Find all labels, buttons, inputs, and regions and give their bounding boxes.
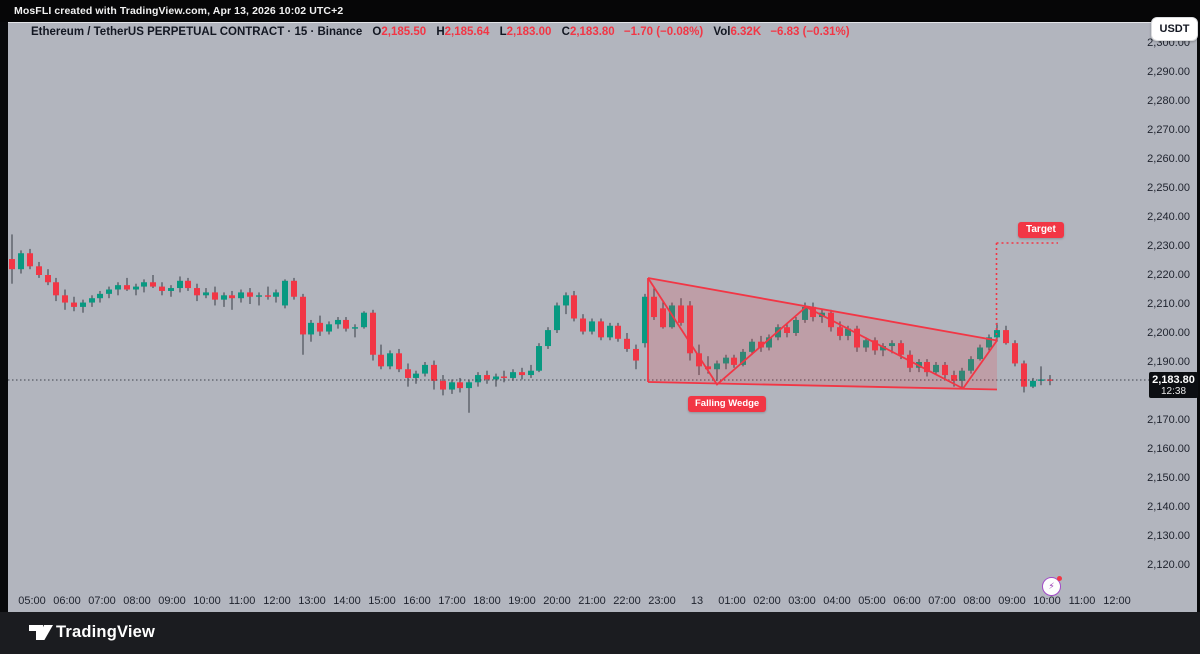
price-axis-label: 2,260.00 xyxy=(1147,153,1190,165)
time-axis-label: 09:00 xyxy=(158,595,186,607)
price-axis-label: 2,220.00 xyxy=(1147,269,1190,281)
tradingview-wordmark[interactable]: TradingView xyxy=(56,623,156,641)
volume-change: −6.83 (−0.31%) xyxy=(770,26,850,38)
high-value: 2,185.64 xyxy=(444,26,490,38)
time-axis-label: 08:00 xyxy=(123,595,151,607)
time-axis-label: 11:00 xyxy=(228,595,256,607)
price-axis-label: 2,150.00 xyxy=(1147,472,1190,484)
time-axis-label: 04:00 xyxy=(823,595,851,607)
footer-bar: TradingView xyxy=(0,612,1200,654)
price-axis-label: 2,170.00 xyxy=(1147,414,1190,426)
time-axis-label: 05:00 xyxy=(858,595,886,607)
price-axis-label: 2,240.00 xyxy=(1147,211,1190,223)
high-label: H xyxy=(436,26,445,38)
time-axis-label: 10:00 xyxy=(193,595,221,607)
tradingview-logo-icon[interactable] xyxy=(28,624,54,646)
time-axis-label: 22:00 xyxy=(613,595,641,607)
chart-area[interactable] xyxy=(8,22,1197,612)
volume-label: Vol xyxy=(713,26,731,38)
attribution-bar: MosFLI created with TradingView.com, Apr… xyxy=(0,0,1200,22)
current-price-label: 2,183.80 12:38 xyxy=(1149,372,1198,398)
time-axis-label: 02:00 xyxy=(753,595,781,607)
time-axis-label: 07:00 xyxy=(88,595,116,607)
open-label: O xyxy=(372,26,382,38)
time-axis-label: 16:00 xyxy=(403,595,431,607)
spark-icon[interactable]: ⚡ xyxy=(1042,576,1062,596)
candlestick-plot[interactable] xyxy=(8,23,1197,612)
close-label: C xyxy=(561,26,570,38)
time-axis-label: 12:00 xyxy=(1103,595,1131,607)
time-axis-label: 21:00 xyxy=(578,595,606,607)
target-label[interactable]: Target xyxy=(1018,222,1064,238)
time-axis-label: 09:00 xyxy=(998,595,1026,607)
symbol-title[interactable]: Ethereum / TetherUS PERPETUAL CONTRACT ·… xyxy=(31,26,363,38)
time-axis-label: 01:00 xyxy=(718,595,746,607)
price-axis-label: 2,200.00 xyxy=(1147,327,1190,339)
time-axis-label: 13 xyxy=(690,595,704,607)
attribution-text: MosFLI created with TradingView.com, Apr… xyxy=(14,5,344,17)
time-axis-label: 08:00 xyxy=(963,595,991,607)
low-label: L xyxy=(499,26,507,38)
current-price-value: 2,183.80 xyxy=(1152,374,1195,386)
time-axis-label: 03:00 xyxy=(788,595,816,607)
price-axis-label: 2,210.00 xyxy=(1147,298,1190,310)
time-axis-label: 19:00 xyxy=(508,595,536,607)
time-axis-label: 11:00 xyxy=(1068,595,1096,607)
time-axis-label: 15:00 xyxy=(368,595,396,607)
time-axis-label: 06:00 xyxy=(53,595,81,607)
price-axis-label: 2,130.00 xyxy=(1147,530,1190,542)
open-value: 2,185.50 xyxy=(381,26,427,38)
time-axis-label: 20:00 xyxy=(543,595,571,607)
price-axis-label: 2,280.00 xyxy=(1147,95,1190,107)
falling-wedge-label[interactable]: Falling Wedge xyxy=(688,396,767,412)
price-axis-label: 2,140.00 xyxy=(1147,501,1190,513)
low-value: 2,183.00 xyxy=(506,26,552,38)
price-axis-label: 2,160.00 xyxy=(1147,443,1190,455)
time-axis-label: 05:00 xyxy=(18,595,46,607)
time-axis-label: 06:00 xyxy=(893,595,921,607)
time-axis-label: 10:00 xyxy=(1033,595,1061,607)
time-axis-label: 12:00 xyxy=(263,595,291,607)
time-axis-label: 14:00 xyxy=(333,595,361,607)
price-axis-label: 2,230.00 xyxy=(1147,240,1190,252)
price-axis-label: 2,190.00 xyxy=(1147,356,1190,368)
bar-countdown: 12:38 xyxy=(1160,386,1187,397)
volume-value: 6.32K xyxy=(730,26,762,38)
price-axis-label: 2,290.00 xyxy=(1147,66,1190,78)
notification-dot xyxy=(1057,576,1062,581)
currency-button[interactable]: USDT xyxy=(1151,17,1198,41)
change-value: −1.70 (−0.08%) xyxy=(623,26,704,38)
price-axis-label: 2,250.00 xyxy=(1147,182,1190,194)
time-axis-label: 13:00 xyxy=(298,595,326,607)
price-axis-label: 2,120.00 xyxy=(1147,559,1190,571)
time-axis-label: 07:00 xyxy=(928,595,956,607)
symbol-legend[interactable]: Ethereum / TetherUS PERPETUAL CONTRACT ·… xyxy=(31,26,850,38)
time-axis-label: 23:00 xyxy=(648,595,676,607)
close-value: 2,183.80 xyxy=(569,26,615,38)
price-axis-label: 2,270.00 xyxy=(1147,124,1190,136)
time-axis-label: 18:00 xyxy=(473,595,501,607)
time-axis-label: 17:00 xyxy=(438,595,466,607)
